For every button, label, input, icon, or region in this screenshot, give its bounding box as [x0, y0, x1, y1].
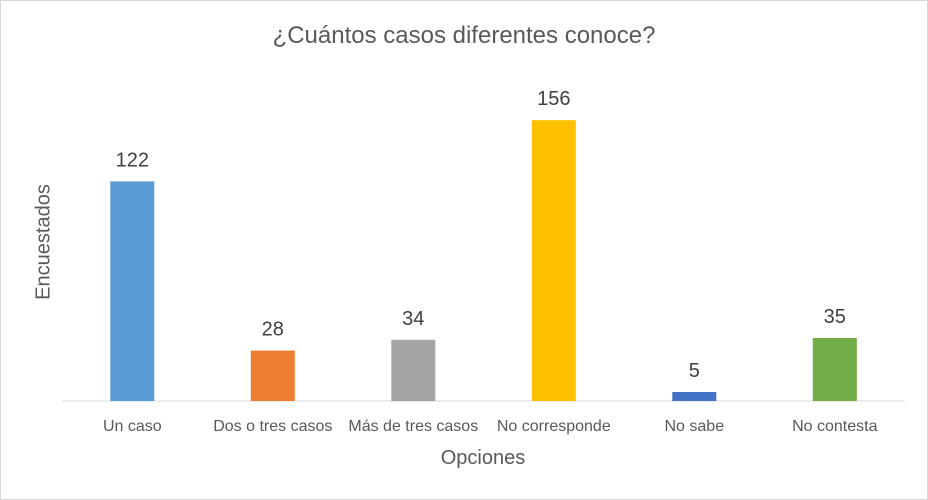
data-label-4: 5 [689, 360, 700, 382]
data-label-2: 34 [402, 308, 424, 330]
x-tick-label-5: No contesta [792, 418, 877, 435]
data-label-1: 28 [262, 319, 284, 341]
x-tick-label-4: No sabe [665, 418, 725, 435]
bar-3 [531, 120, 576, 401]
data-label-0: 122 [116, 149, 149, 171]
x-tick-label-3: No corresponde [497, 418, 611, 435]
bar-0 [110, 181, 155, 401]
chart-title: ¿Cuántos casos diferentes conoce? [272, 22, 656, 49]
bar-5 [812, 338, 857, 401]
x-tick-label-2: Más de tres casos [348, 418, 478, 435]
bar-2 [391, 339, 436, 401]
bar-4 [672, 392, 717, 401]
x-axis-title: Opciones [440, 447, 526, 469]
data-label-3: 156 [537, 88, 570, 110]
data-label-5: 35 [824, 306, 846, 328]
bar-1 [250, 350, 295, 401]
x-tick-label-0: Un caso [103, 418, 162, 435]
x-tick-label-1: Dos o tres casos [213, 418, 332, 435]
